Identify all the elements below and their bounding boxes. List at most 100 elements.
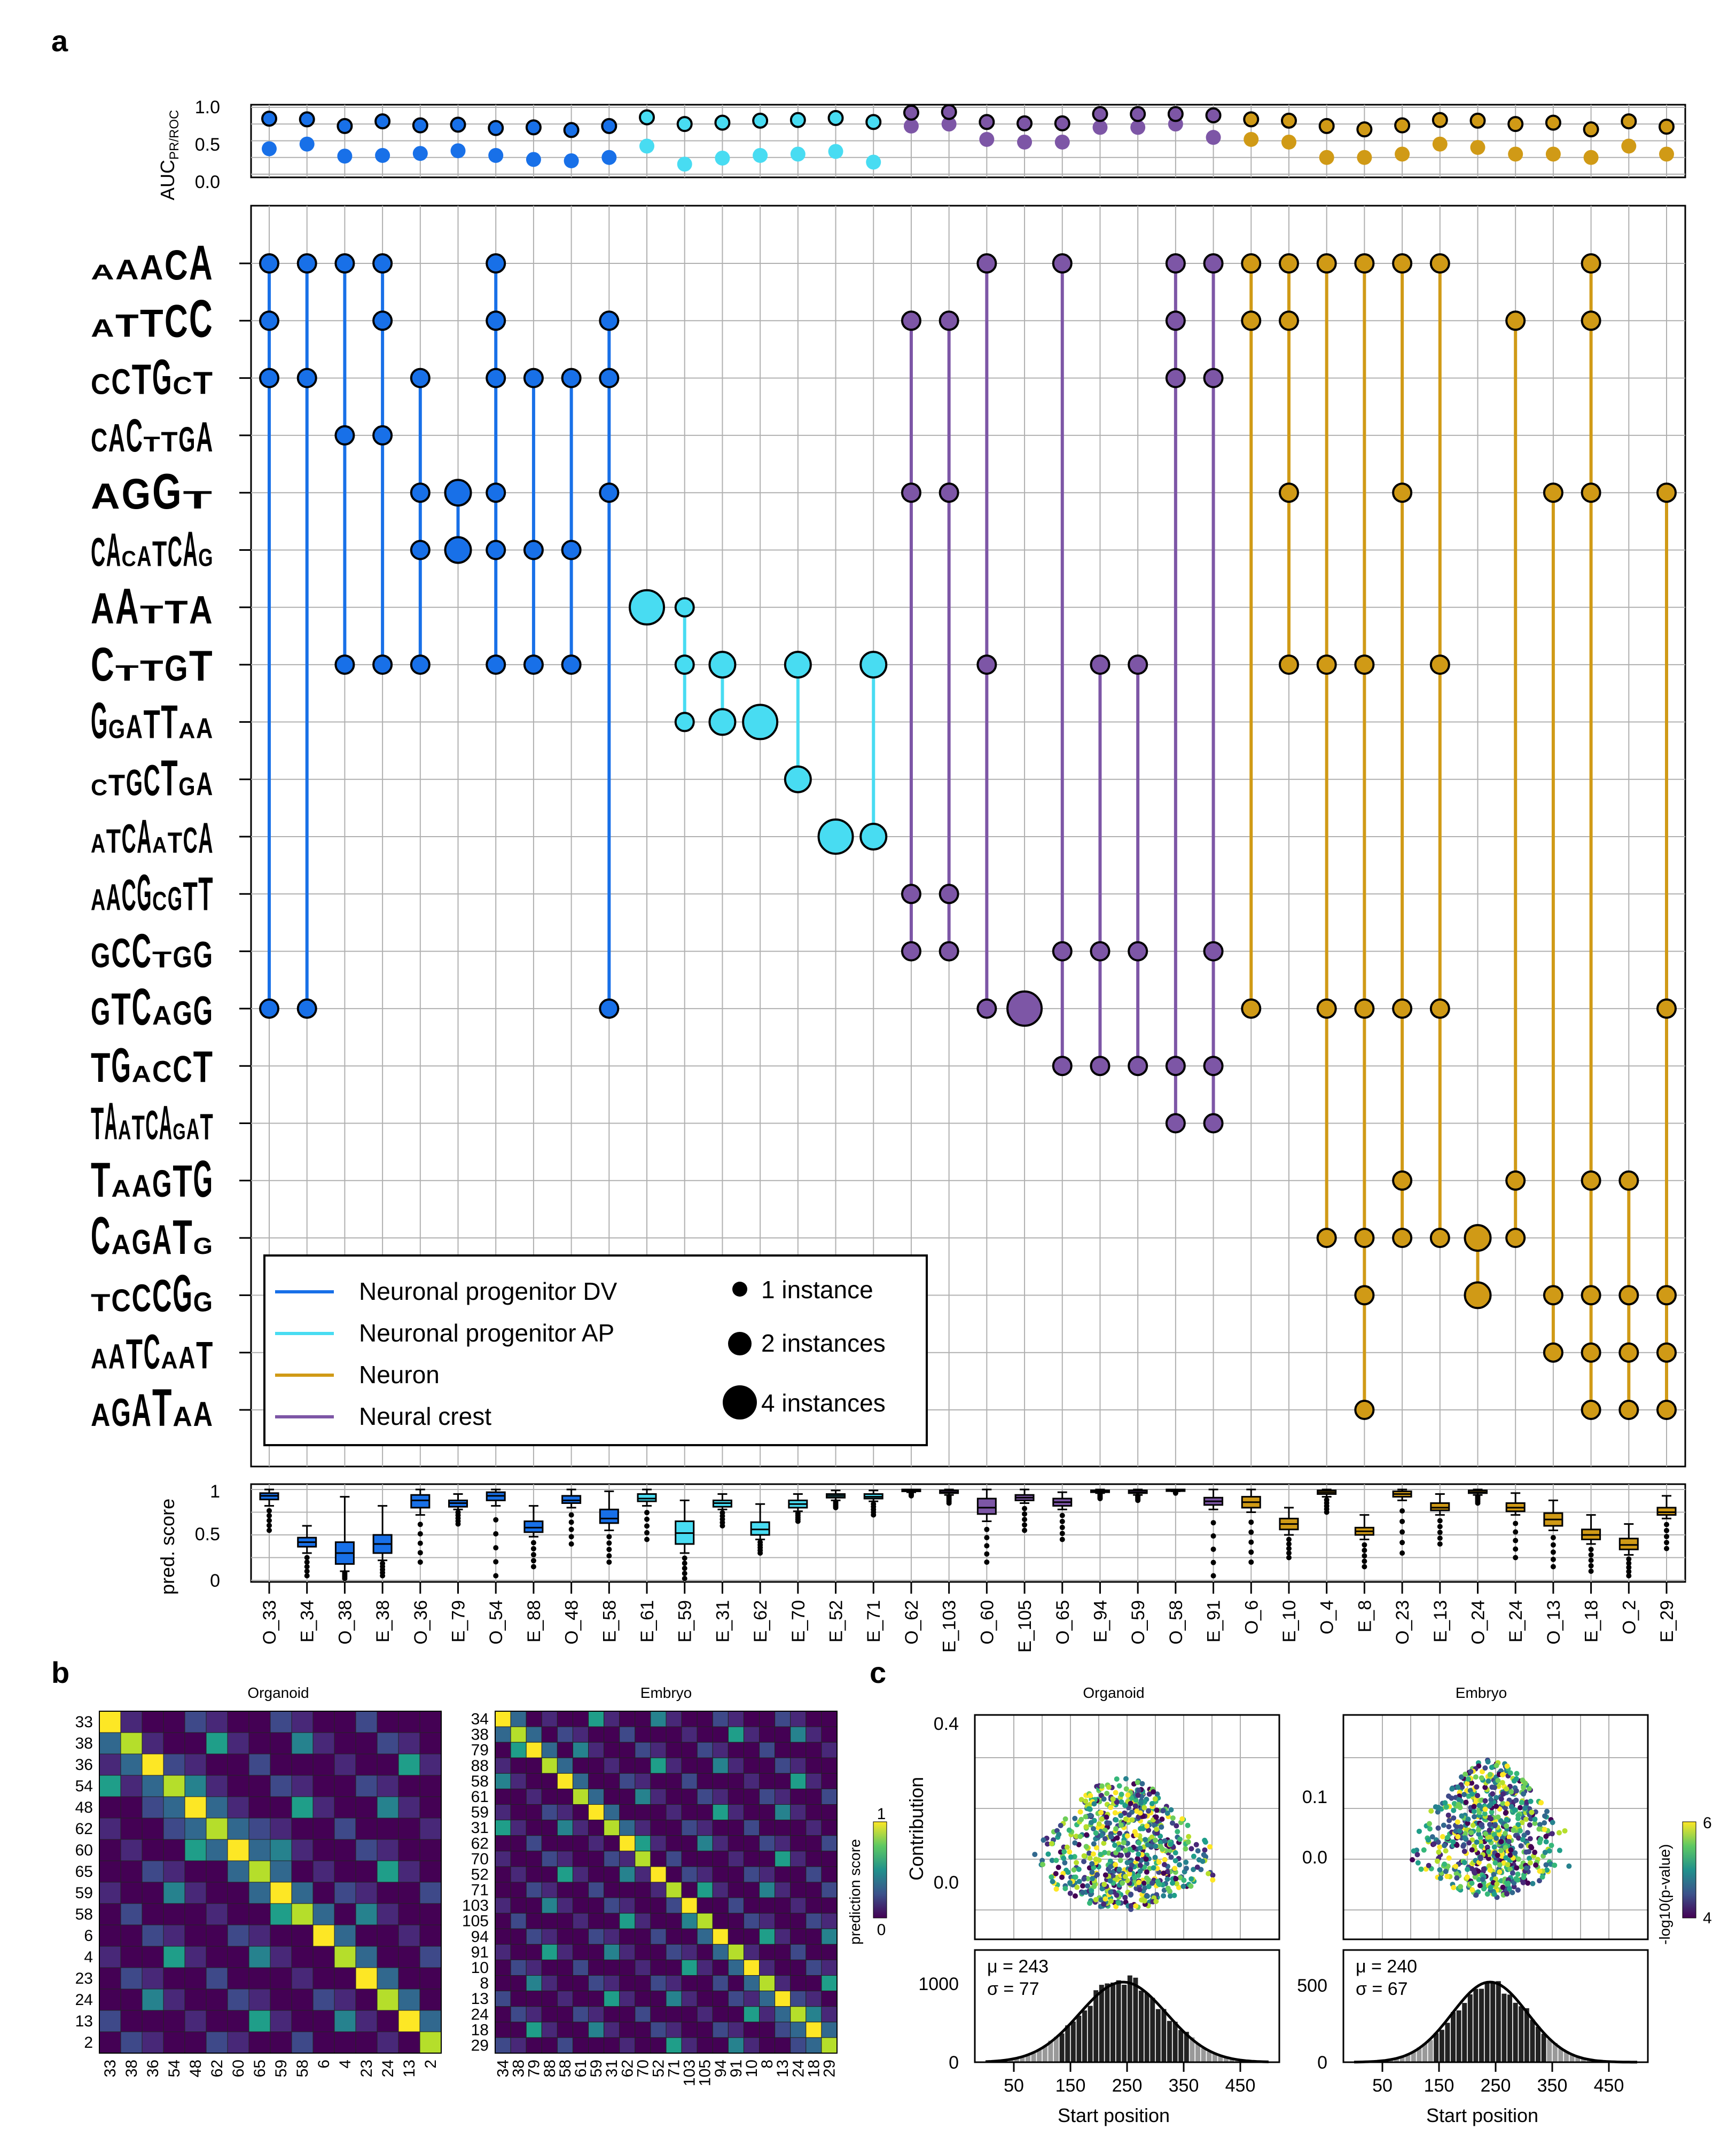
- matrix-point-O_23-row4: [1392, 482, 1413, 503]
- pred-box-E_94: [1090, 1488, 1110, 1501]
- pred-outlier: [1286, 1546, 1292, 1551]
- embryo-contribution-point: [1512, 1850, 1518, 1856]
- pred-outlier: [606, 1553, 612, 1559]
- pred-outlier: [304, 1573, 310, 1579]
- embryo-heatmap-cell-88-34: [495, 1757, 511, 1774]
- embryo-contribution-hist-bar: [1428, 2040, 1433, 2062]
- embryo-heatmap-cell-13-52: [650, 1991, 667, 2007]
- xtick-label-O_23: O_23: [1393, 1600, 1413, 1644]
- embryo-heatmap-cell-18-18: [806, 2022, 822, 2038]
- embryo-contribution-point: [1510, 1890, 1515, 1896]
- organoid-contribution-point: [1141, 1898, 1147, 1904]
- organoid-heatmap-cell-4-33: [99, 1946, 121, 1968]
- organoid-heatmap-cell-33-59: [270, 1711, 292, 1733]
- organoid-contribution-point: [1177, 1862, 1183, 1868]
- organoid-heatmap-cell-36-4: [334, 1753, 356, 1776]
- embryo-contribution-point: [1532, 1850, 1538, 1855]
- embryo-contribution-hist-bar: [1552, 2043, 1558, 2062]
- xtick-label-E_38: E_38: [373, 1600, 393, 1642]
- embryo-contribution-point: [1458, 1774, 1464, 1780]
- embryo-contribution-point: [1442, 1861, 1448, 1867]
- embryo-heatmap-cell-71-61: [572, 1882, 589, 1898]
- prediction-box-frame: [250, 1483, 1686, 1583]
- embryo-heatmap-cell-79-62: [619, 1742, 636, 1758]
- motif-logo-letter: T: [152, 947, 171, 973]
- organoid-heatmap-cell-23-24: [377, 1967, 399, 1990]
- organoid-heatmap-cell-60-59: [270, 1839, 292, 1861]
- organoid-heatmap-cell-48-6: [312, 1796, 335, 1819]
- organoid-contribution-point: [1062, 1860, 1068, 1866]
- matrix-point-O_54-row1: [486, 310, 506, 331]
- organoid-contribution-point: [1118, 1822, 1124, 1828]
- embryo-heatmap-cell-79-31: [604, 1742, 620, 1758]
- auc-roc-point-O_38: [337, 118, 353, 134]
- organoid-contribution-point: [1073, 1874, 1078, 1880]
- pred-outlier: [1022, 1511, 1028, 1517]
- organoid-heatmap-cell-36-23: [355, 1753, 378, 1776]
- motif-logo-letter: G: [91, 692, 107, 749]
- motif-logo-letter: G: [173, 1264, 192, 1322]
- embryo-heatmap-cell-29-52: [650, 2037, 667, 2054]
- matrix-point-O_54-row5: [486, 540, 506, 560]
- organoid-heatmap-cell-38-33: [99, 1732, 121, 1754]
- motif-logo-letter: C: [132, 1277, 151, 1320]
- embryo-heatmap-cell-105-88: [541, 1913, 558, 1929]
- motif-logo-letter: G: [168, 880, 182, 917]
- pvalue-colorbar-max: 6: [1703, 1814, 1712, 1832]
- embryo-heatmap-cell-105-59: [588, 1913, 605, 1929]
- organoid-heatmap-cell-59-59: [270, 1882, 292, 1904]
- embryo-contribution-point: [1556, 1830, 1562, 1836]
- organoid-contribution-point: [1074, 1860, 1080, 1866]
- organoid-heatmap-cell-62-24: [377, 1818, 399, 1840]
- organoid-contribution-hist-bar: [1167, 2021, 1172, 2062]
- organoid-contribution-point: [1065, 1869, 1071, 1875]
- organoid-heatmap-cell-38-2: [419, 1732, 442, 1754]
- organoid-contribution-point: [1073, 1893, 1078, 1899]
- organoid-heatmap-cell-65-59: [270, 1860, 292, 1883]
- embryo-start-histogram: [1354, 1980, 1637, 2064]
- embryo-heatmap-cell-79-70: [635, 1742, 651, 1758]
- organoid-heatmap-cell-58-38: [120, 1903, 143, 1925]
- embryo-heatmap-cell-38-79: [526, 1726, 542, 1743]
- embryo-heatmap-cell-70-10: [743, 1851, 760, 1867]
- embryo-heatmap-cell-79-34: [495, 1742, 511, 1758]
- motif-logo-letter: C: [132, 925, 151, 978]
- embryo-heatmap-cell-8-10: [743, 1975, 760, 1992]
- matrix-point-E_71-row7: [859, 651, 888, 679]
- embryo-heatmap-cell-71-31: [604, 1882, 620, 1898]
- motif-logo-letter: T: [115, 308, 139, 344]
- embryo-contribution-point: [1562, 1828, 1568, 1834]
- embryo-heatmap-cell-71-8: [759, 1882, 776, 1898]
- motif-logo-letter: A: [106, 876, 121, 918]
- pred-outlier: [1513, 1520, 1519, 1526]
- organoid-heatmap-cell-33-65: [248, 1711, 271, 1733]
- organoid-heatmap-cell-33-6: [312, 1711, 335, 1733]
- pred-outlier: [984, 1543, 990, 1549]
- matrix-point-O_24-row18: [1464, 1281, 1492, 1309]
- embryo-contribution-point: [1513, 1797, 1519, 1803]
- matrix-point-O_38-row0: [334, 253, 355, 274]
- xtick-label-O_6: O_6: [1241, 1600, 1262, 1634]
- organoid-heatmap-cell-59-2: [419, 1882, 442, 1904]
- organoid-contribution-point: [1206, 1870, 1211, 1876]
- embryo-heatmap-cell-88-94: [712, 1757, 729, 1774]
- auc-pr-point-O_36: [412, 146, 428, 161]
- auc-pr-point-E_52: [828, 144, 843, 159]
- embryo-heatmap-cell-38-34: [495, 1726, 511, 1743]
- organoid-contribution-point: [1151, 1789, 1156, 1795]
- pred-box-body: [523, 1520, 544, 1533]
- organoid-heatmap-cell-33-60: [227, 1711, 249, 1733]
- motif-logo-letter: T: [144, 701, 160, 746]
- matrix-point-O_54-row7: [486, 654, 506, 675]
- organoid-hist-ytick-1000: 1000: [918, 1974, 959, 1994]
- pred-outlier: [682, 1571, 687, 1577]
- matrix-point-O_23-row0: [1392, 253, 1413, 274]
- embryo-contribution-point: [1492, 1823, 1498, 1829]
- embryo-heatmap-cell-62-52: [650, 1835, 667, 1852]
- embryo-heatmap-cell-70-13: [775, 1851, 791, 1867]
- embryo-heatmap-cell-29-8: [759, 2037, 776, 2054]
- embryo-contribution-point: [1472, 1814, 1477, 1820]
- organoid-contribution-point: [1105, 1820, 1111, 1826]
- pred-box-O_48: [561, 1488, 582, 1547]
- embryo-heatmap-cell-10-71: [666, 1959, 682, 1976]
